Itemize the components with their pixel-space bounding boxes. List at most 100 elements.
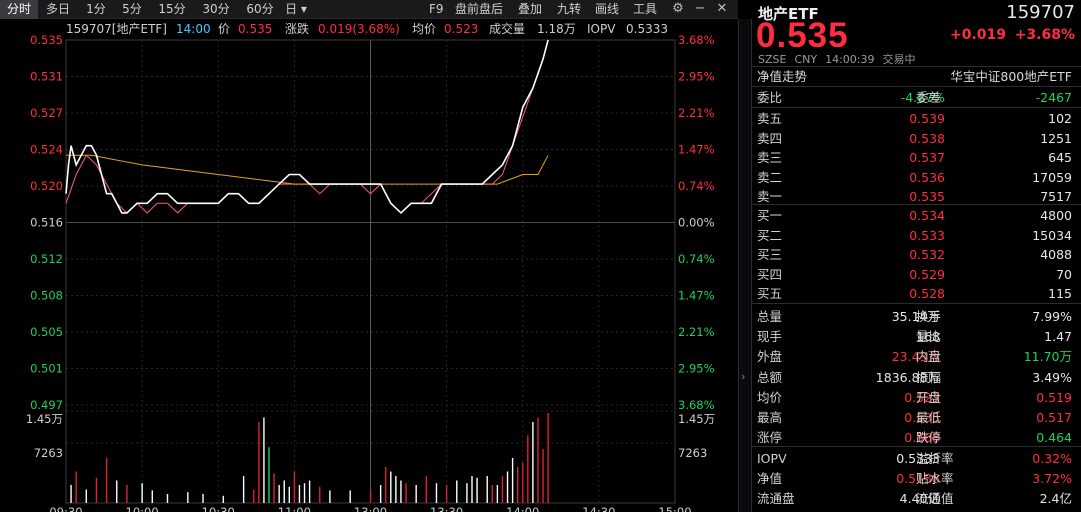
chart-iopv-label: IOPV: [587, 22, 616, 36]
stat-value: 0.32%: [1032, 451, 1072, 466]
overlay-button[interactable]: 叠加: [518, 2, 543, 16]
ask-level-label: 卖二: [757, 169, 783, 185]
chart-volume-label: 成交量: [489, 21, 525, 36]
stat-value: 4.40亿: [899, 491, 940, 507]
stat-label: 涨停: [757, 430, 783, 446]
stat-label: 内盘: [916, 349, 942, 365]
price-tick-label: 0.535: [30, 33, 63, 47]
price-tick-label: 0.516: [30, 216, 63, 230]
stat-value: 168: [916, 329, 940, 345]
bid-row[interactable]: 买二 0.533 15034: [752, 226, 1081, 245]
panel-collapse-toggle[interactable]: ›: [738, 19, 752, 512]
bid-quantity: 15034: [1032, 227, 1072, 243]
tab-30min[interactable]: 30分: [202, 2, 230, 16]
price-axis: 0.535 0.531 0.527 0.524 0.520 0.516 0.512 0.508…: [26, 33, 63, 460]
ask-price: 0.537: [909, 150, 945, 165]
chevron-right-icon: ›: [741, 370, 746, 383]
chart-change: 0.019(3.68%): [318, 22, 400, 36]
ask-price: 0.538: [909, 130, 945, 146]
stat-value: 0.535: [904, 410, 940, 425]
settings-icon[interactable]: ⚙: [672, 1, 684, 16]
stat-value: 1836.88万: [875, 369, 940, 385]
ask-quantity: 102: [1048, 111, 1072, 126]
stat-value: 35.14万: [891, 309, 940, 324]
tab-15min[interactable]: 15分: [158, 2, 186, 16]
ask-row[interactable]: 卖一 0.535 7517: [752, 187, 1081, 206]
ask-price: 0.539: [909, 111, 945, 126]
premarket-button[interactable]: 盘前盘后: [455, 2, 504, 16]
ask-row[interactable]: 卖三 0.537 645: [752, 148, 1081, 167]
ask-price: 0.535: [909, 189, 945, 204]
stat-value: 1.47: [1044, 329, 1072, 345]
pct-tick-label: 2.95%: [678, 362, 715, 376]
nine-turn-button[interactable]: 九转: [557, 2, 582, 16]
bid-row[interactable]: 买三 0.532 4088: [752, 245, 1081, 264]
stat-label: 振幅: [916, 369, 942, 385]
bid-row[interactable]: 买四 0.529 70: [752, 265, 1081, 284]
bid-price: 0.533: [909, 227, 945, 243]
tab-5min[interactable]: 5分: [122, 2, 142, 16]
bid-price: 0.529: [909, 266, 945, 282]
chart-code-name: 159707[地产ETF]: [66, 22, 167, 36]
ask-level-label: 卖四: [757, 130, 783, 146]
bid-price: 0.534: [909, 208, 945, 223]
stat-value: 0.464: [1036, 430, 1072, 446]
minus-icon[interactable]: −: [694, 1, 706, 16]
pct-tick-label: 0.74%: [678, 252, 715, 266]
f9-button[interactable]: F9: [429, 2, 444, 16]
stat-label: 现手: [757, 329, 783, 345]
stat-label: 流通盘: [757, 491, 795, 507]
time-tick-label: 10:00: [126, 505, 159, 512]
price-change-pct: +3.68%: [1014, 27, 1075, 43]
tab-multi-day[interactable]: 多日: [45, 2, 70, 16]
stat-label: IOPV: [757, 451, 787, 466]
nav-row[interactable]: 净值走势 华宝中证800地产ETF: [752, 67, 1081, 86]
stat-value: 0.519: [1036, 389, 1072, 405]
stat-value: 3.49%: [1032, 369, 1072, 385]
pct-axis: 3.68% 2.95% 2.21% 1.47% 0.74% 0.00% 0.74% 1.47%…: [678, 33, 715, 460]
ask-quantity: 7517: [1040, 189, 1072, 204]
time-axis: 09:30 10:00 10:30 11:00 13:00 13:30 14:00 14:30…: [49, 505, 691, 512]
ask-level-label: 卖三: [757, 150, 783, 165]
tab-daily-label: 日: [285, 2, 298, 16]
close-icon[interactable]: ✕: [716, 1, 728, 16]
security-name: 地产ETF: [758, 5, 819, 23]
tab-1min[interactable]: 1分: [86, 2, 106, 16]
stat-label: 跌停: [916, 430, 942, 446]
quote-panel: 地产ETF 159707 0.535 +0.019 +3.68% SZSE CNY…: [752, 0, 1081, 512]
stat-label: 最高: [757, 410, 783, 425]
intraday-chart[interactable]: 0.535 0.531 0.527 0.524 0.520 0.516 0.512 0.508…: [0, 19, 738, 512]
stat-value: 0.523: [904, 389, 940, 405]
stat-value: 11.70万: [1023, 349, 1072, 365]
stat-value: 3.72%: [1032, 471, 1072, 487]
price-lines: [65, 39, 549, 215]
ask-quantity: 1251: [1040, 130, 1072, 146]
market: SZSE: [758, 53, 787, 66]
pct-tick-label: 1.47%: [678, 289, 715, 303]
committee-diff-label: 委差: [916, 90, 942, 105]
bid-level-label: 买二: [757, 227, 783, 243]
tools-button[interactable]: 工具: [633, 2, 658, 16]
tab-60min[interactable]: 60分: [246, 2, 274, 16]
stat-label: 总量: [757, 309, 783, 324]
tab-intraday[interactable]: 分时: [0, 0, 38, 19]
timestamp: 14:00:39: [825, 53, 875, 66]
stat-row: 总额 1836.88万 振幅 3.49%: [752, 368, 1081, 387]
stat-row: 均价 0.523 开盘 0.519: [752, 388, 1081, 407]
volume-tick-label: 1.45万: [26, 412, 63, 426]
draw-line-button[interactable]: 画线: [595, 2, 620, 16]
time-tick-label: 13:30: [430, 505, 463, 512]
bid-row[interactable]: 买一 0.534 4800: [752, 206, 1081, 225]
bid-row[interactable]: 买五 0.528 115: [752, 284, 1081, 303]
price-tick-label: 0.512: [30, 252, 63, 266]
pct-tick-label: 0.00%: [678, 216, 715, 230]
ask-row[interactable]: 卖四 0.538 1251: [752, 129, 1081, 148]
committee-row: 委比 -4.87% 委差 -2467: [752, 88, 1081, 107]
ask-row[interactable]: 卖二 0.536 17059: [752, 168, 1081, 187]
stat-label: 溢折率: [916, 451, 954, 466]
pct-tick-label: 1.47%: [678, 143, 715, 157]
ask-row[interactable]: 卖五 0.539 102: [752, 109, 1081, 128]
tab-daily[interactable]: 日 ▾: [285, 2, 307, 16]
committee-ratio-label: 委比: [757, 90, 783, 105]
time-tick-label: 10:30: [202, 505, 235, 512]
